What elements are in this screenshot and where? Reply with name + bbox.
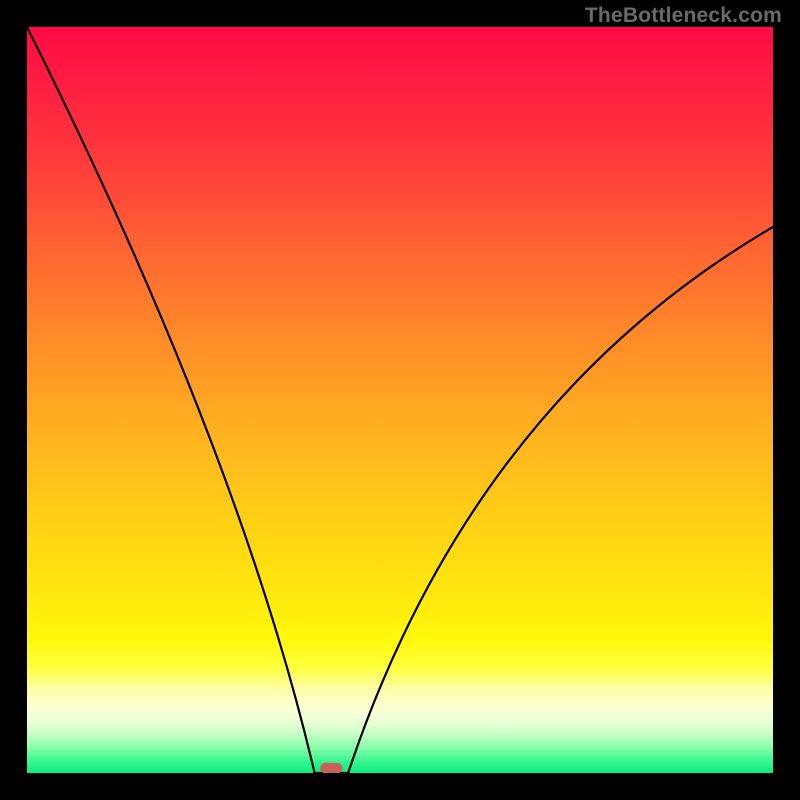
watermark-text: TheBottleneck.com bbox=[585, 4, 782, 28]
chart-frame: TheBottleneck.com bbox=[0, 0, 800, 800]
plot-area bbox=[27, 27, 773, 773]
gradient-background bbox=[27, 27, 773, 773]
notch-marker bbox=[320, 763, 342, 773]
plot-svg bbox=[27, 27, 773, 773]
